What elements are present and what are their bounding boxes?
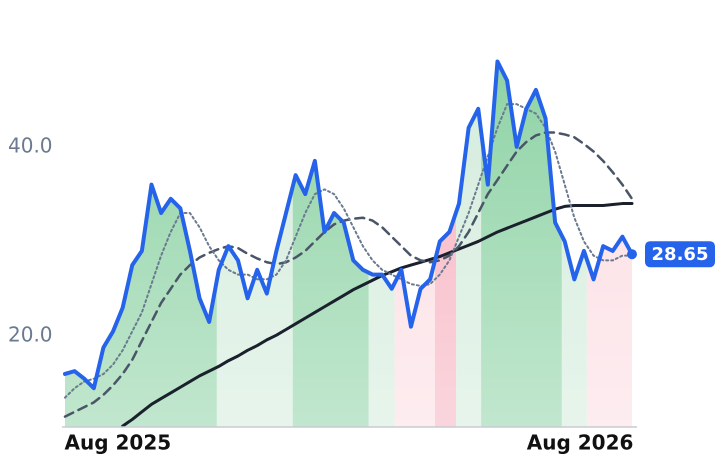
last-price-badge <box>645 241 715 268</box>
x-tick-label: Aug 2025 <box>65 431 172 455</box>
regime-band <box>394 260 435 427</box>
y-tick-label: 20.0 <box>8 323 53 347</box>
regime-band <box>65 184 217 427</box>
regime-band <box>434 212 457 427</box>
last-price-dot <box>627 249 637 260</box>
regime-band <box>561 235 587 427</box>
regime-band <box>216 186 293 427</box>
regime-band <box>368 272 395 427</box>
moving-average-line <box>121 202 634 428</box>
x-tick-label: Aug 2026 <box>527 431 634 455</box>
regime-band <box>292 160 369 427</box>
last-price-label: 28.65 <box>652 244 709 265</box>
price-line <box>63 59 634 391</box>
regime-band <box>481 61 562 427</box>
y-tick-label: 40.0 <box>8 133 53 157</box>
moving-average-line <box>64 103 633 399</box>
regime-band <box>586 236 632 427</box>
